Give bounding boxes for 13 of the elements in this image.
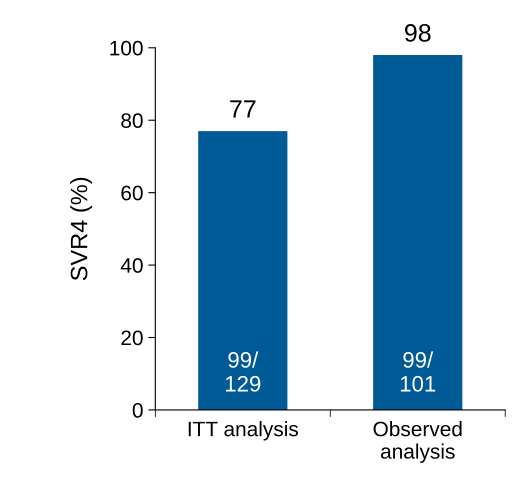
y-axis-title: SVR4 (%) xyxy=(70,178,92,280)
y-tick-label: 20 xyxy=(121,330,143,346)
y-tick-label: 80 xyxy=(121,113,143,128)
annotation: 99/ 129 xyxy=(226,351,260,392)
y-tick-label: 60 xyxy=(121,186,143,200)
annotation: 99/ 101 xyxy=(400,351,436,392)
x-tick-label: Observed analysis xyxy=(374,421,462,463)
y-tick-label: 100 xyxy=(110,40,143,56)
data-label: 77 xyxy=(230,100,256,118)
data-label: 98 xyxy=(405,24,431,42)
y-tick-label: 40 xyxy=(120,258,143,273)
x-tick-label: ITT analysis xyxy=(188,421,298,440)
y-tick-label: 0 xyxy=(132,402,143,418)
